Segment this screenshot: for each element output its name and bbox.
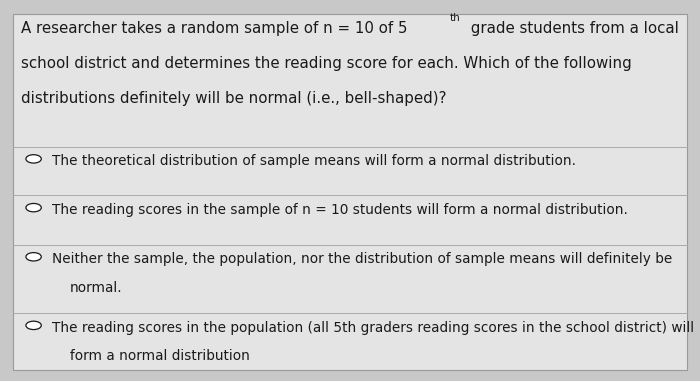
Text: grade students from a local: grade students from a local <box>466 21 678 36</box>
Text: form a normal distribution: form a normal distribution <box>70 349 250 363</box>
Text: A researcher takes a random sample of n = 10 of 5: A researcher takes a random sample of n … <box>21 21 407 36</box>
Circle shape <box>26 253 41 261</box>
Circle shape <box>26 155 41 163</box>
Text: The theoretical distribution of sample means will form a normal distribution.: The theoretical distribution of sample m… <box>52 154 577 168</box>
Text: The reading scores in the population (all 5th graders reading scores in the scho: The reading scores in the population (al… <box>52 321 694 335</box>
Text: Neither the sample, the population, nor the distribution of sample means will de: Neither the sample, the population, nor … <box>52 252 673 266</box>
Circle shape <box>26 321 41 330</box>
Text: normal.: normal. <box>70 281 122 295</box>
FancyBboxPatch shape <box>13 14 687 370</box>
Circle shape <box>26 203 41 212</box>
Text: th: th <box>450 13 461 22</box>
Text: The reading scores in the sample of n = 10 students will form a normal distribut: The reading scores in the sample of n = … <box>52 203 629 217</box>
Text: distributions definitely will be normal (i.e., bell-shaped)?: distributions definitely will be normal … <box>21 91 447 106</box>
Text: school district and determines the reading score for each. Which of the followin: school district and determines the readi… <box>21 56 631 71</box>
